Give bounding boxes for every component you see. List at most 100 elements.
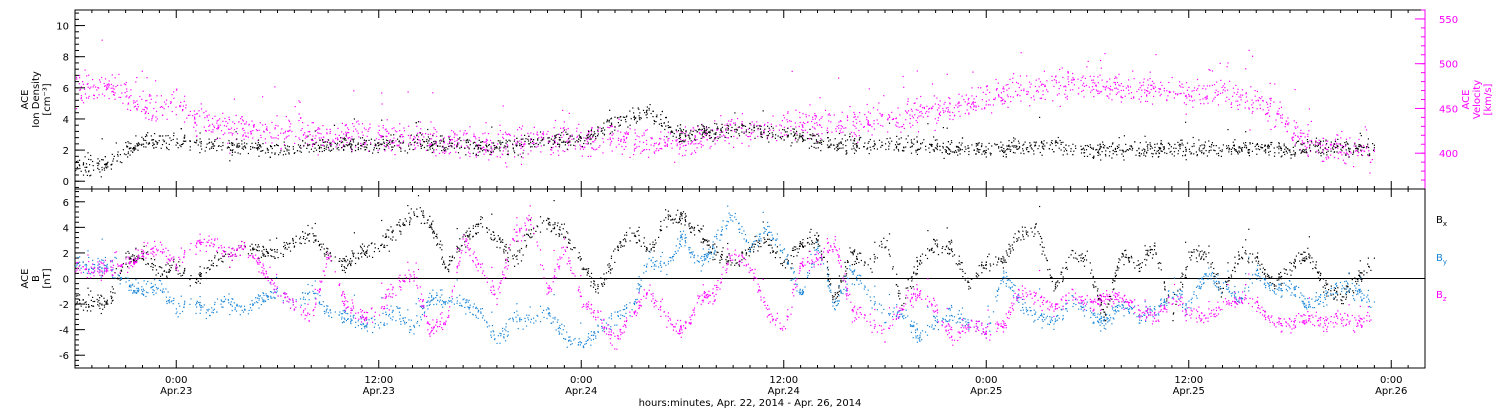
velocity-point — [1109, 93, 1111, 95]
velocity-point — [737, 126, 739, 129]
velocity-point — [1291, 136, 1293, 138]
velocity-point — [1077, 93, 1079, 95]
velocity-point — [85, 97, 88, 99]
bx-point — [1214, 275, 1216, 277]
density-point — [351, 138, 353, 140]
velocity-point — [1355, 149, 1358, 151]
velocity-point — [1099, 74, 1101, 76]
velocity-point — [216, 120, 218, 122]
density-point — [499, 146, 501, 148]
density-point — [609, 125, 611, 127]
velocity-point — [840, 128, 842, 130]
density-point — [1083, 147, 1085, 149]
density-point — [310, 148, 312, 150]
density-point — [835, 146, 837, 148]
density-point — [1342, 145, 1345, 148]
density-point — [236, 138, 238, 140]
density-point — [795, 137, 797, 139]
velocity-point — [624, 132, 626, 134]
velocity-point — [563, 121, 565, 123]
density-point — [509, 140, 511, 142]
density-point — [525, 138, 527, 140]
density-point — [169, 137, 171, 139]
bx-point — [1101, 308, 1103, 311]
density-point — [284, 147, 287, 149]
bx-point — [802, 242, 804, 244]
density-point — [209, 148, 211, 150]
density-point — [1125, 150, 1127, 152]
velocity-point — [918, 115, 920, 117]
density-point — [493, 144, 495, 147]
velocity-point — [533, 126, 535, 128]
velocity-point — [1186, 89, 1188, 91]
density-point — [1266, 145, 1269, 147]
bx-point — [90, 290, 92, 292]
bx-point — [1200, 257, 1202, 259]
density-point — [1249, 142, 1251, 144]
density-point — [286, 148, 288, 150]
velocity-point — [1130, 97, 1132, 99]
density-point — [554, 136, 556, 138]
bx-point — [1208, 252, 1210, 254]
velocity-point — [1127, 86, 1129, 88]
velocity-point — [748, 136, 750, 138]
velocity-point — [816, 122, 818, 124]
density-point — [854, 149, 856, 151]
velocity-point — [1085, 84, 1088, 86]
velocity-point — [1073, 79, 1075, 81]
velocity-point — [1325, 144, 1327, 146]
density-point — [913, 143, 915, 145]
density-point — [351, 144, 353, 146]
velocity-point — [1000, 96, 1002, 99]
velocity-point — [407, 134, 409, 137]
velocity-point — [1287, 124, 1289, 126]
velocity-point — [196, 113, 198, 115]
density-point — [505, 139, 507, 141]
density-point — [652, 116, 654, 118]
density-point — [1112, 149, 1114, 152]
velocity-point — [289, 129, 291, 131]
density-point — [1105, 150, 1107, 152]
velocity-point — [1116, 81, 1119, 84]
density-point — [1241, 147, 1243, 149]
density-point — [601, 128, 603, 130]
bx-point — [216, 252, 219, 254]
density-point — [804, 139, 806, 141]
density-point — [450, 142, 452, 144]
velocity-point — [259, 122, 261, 124]
density-point — [132, 151, 134, 153]
density-point — [400, 148, 402, 150]
density-point — [1040, 142, 1042, 144]
velocity-point — [930, 108, 933, 110]
bx-point — [876, 257, 878, 259]
density-point — [856, 145, 858, 147]
density-point — [1080, 152, 1083, 154]
velocity-point — [1153, 87, 1155, 90]
velocity-point — [1219, 92, 1222, 94]
bx-point — [1002, 267, 1004, 269]
density-point — [1280, 147, 1282, 149]
velocity-point — [1059, 105, 1061, 107]
velocity-point — [1003, 102, 1005, 105]
density-point — [1083, 149, 1085, 151]
density-point — [128, 147, 131, 149]
density-point — [256, 148, 258, 150]
velocity-point — [382, 124, 384, 127]
velocity-point — [262, 96, 264, 98]
velocity-point — [1256, 108, 1258, 110]
velocity-point — [113, 94, 115, 96]
velocity-point — [229, 128, 231, 130]
density-point — [1232, 144, 1235, 147]
density-point — [633, 112, 635, 114]
velocity-point — [485, 148, 487, 150]
density-point — [486, 145, 488, 147]
velocity-point — [733, 122, 735, 124]
density-point — [1357, 148, 1359, 150]
density-point — [1044, 145, 1046, 147]
velocity-point — [812, 118, 814, 120]
velocity-point — [998, 96, 1000, 98]
density-point — [342, 141, 344, 143]
density-point — [152, 139, 155, 141]
velocity-point — [216, 122, 218, 124]
density-point — [242, 148, 244, 150]
